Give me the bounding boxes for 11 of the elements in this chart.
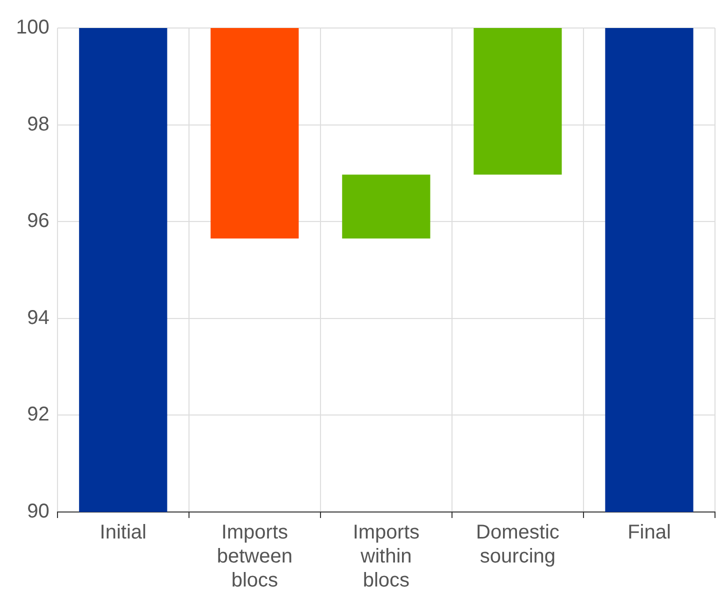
y-tick-label: 90 bbox=[27, 500, 50, 523]
x-tick-label: Imports between blocs bbox=[216, 522, 292, 592]
x-tick-label: Initial bbox=[100, 522, 146, 544]
y-tick-label: 92 bbox=[27, 404, 50, 426]
x-tick-label: Domestic sourcing bbox=[476, 522, 560, 568]
y-tick-label: 94 bbox=[27, 306, 50, 329]
x-tick-label: Final bbox=[628, 522, 671, 544]
y-tick-label: 98 bbox=[27, 113, 50, 136]
y-tick-label: 96 bbox=[27, 210, 50, 232]
x-tick-label: Imports within blocs bbox=[352, 522, 420, 592]
y-tick-label: 100 bbox=[16, 16, 50, 39]
